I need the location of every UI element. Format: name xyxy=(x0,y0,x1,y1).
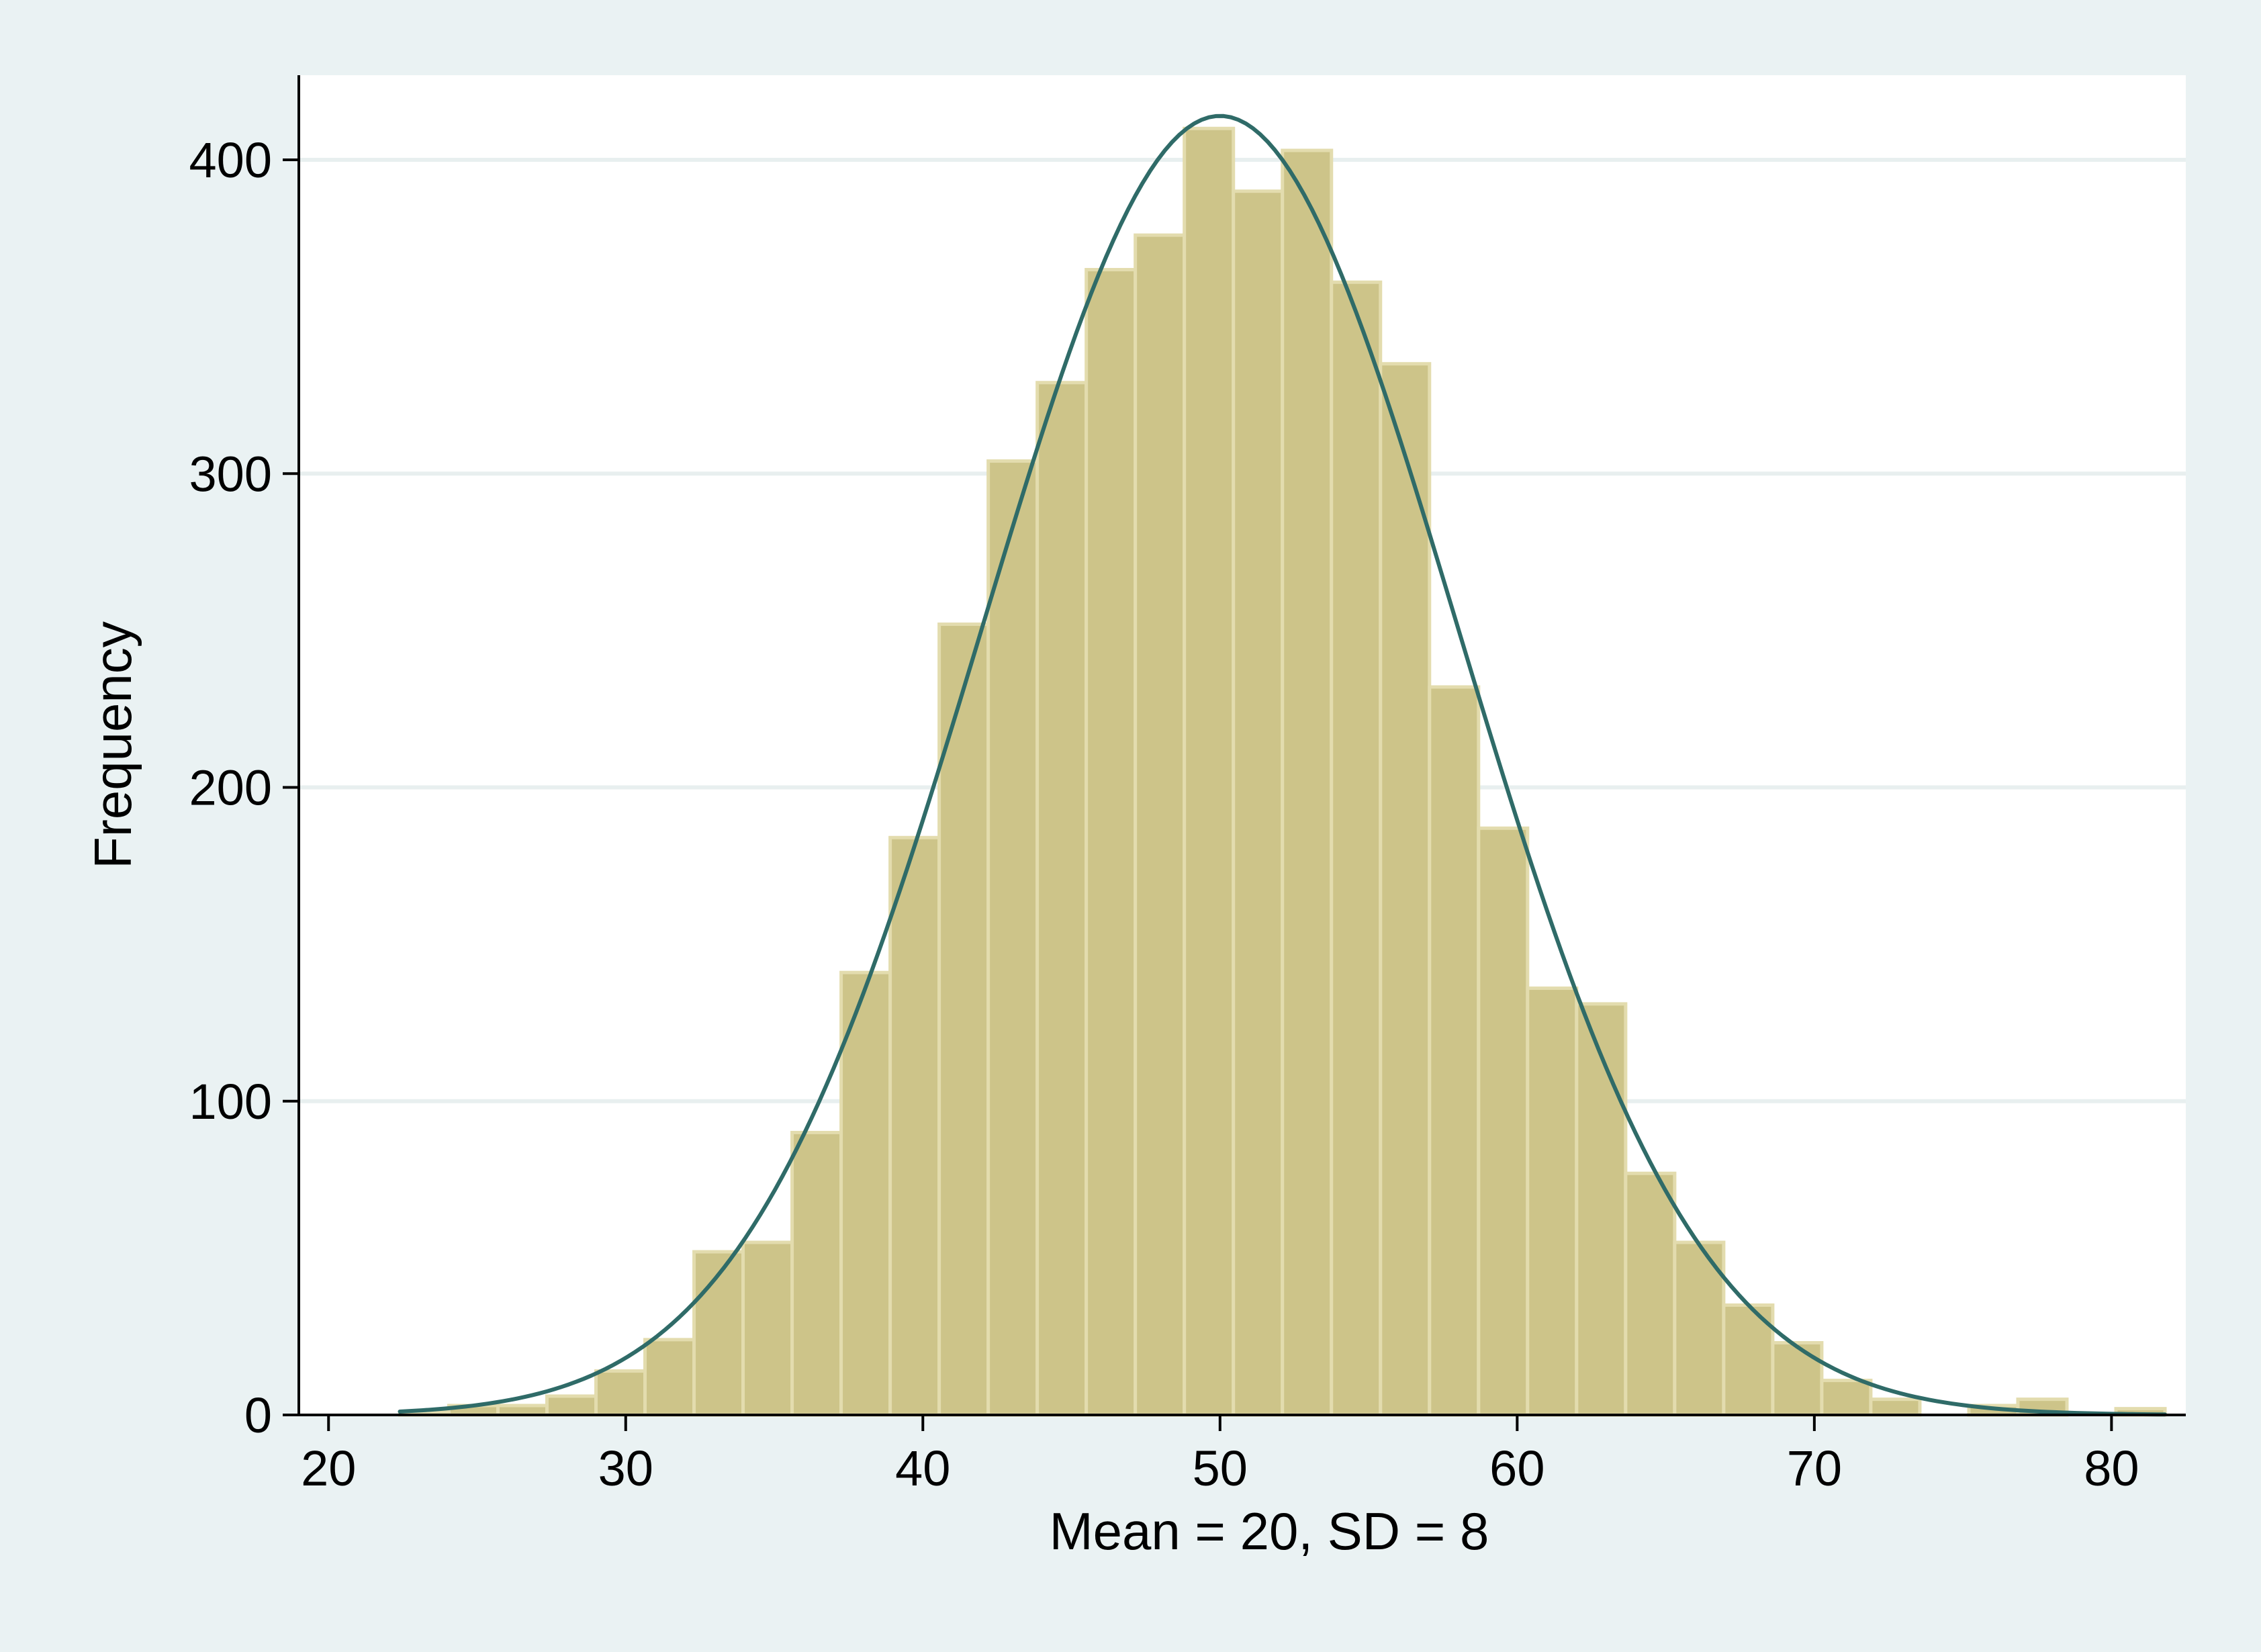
histogram-bar-3 xyxy=(545,1394,598,1417)
histogram-bar-23 xyxy=(1526,986,1579,1417)
normal-density-curve xyxy=(398,113,2168,1417)
normal-curve-layer xyxy=(398,113,2168,1417)
histogram-bar-4 xyxy=(594,1369,647,1417)
histogram-bar-25 xyxy=(1624,1171,1677,1417)
axes xyxy=(283,75,2186,1431)
histogram-bar-26 xyxy=(1673,1240,1726,1417)
histogram-bar-24 xyxy=(1575,1002,1628,1417)
histogram-bar-21 xyxy=(1428,685,1481,1417)
histogram-bar-10 xyxy=(888,835,941,1417)
x-tick-label-50: 50 xyxy=(1193,1440,1248,1496)
histogram-bar-2 xyxy=(496,1404,549,1417)
x-tick-label-60: 60 xyxy=(1489,1440,1544,1496)
histogram-bar-12 xyxy=(986,459,1040,1417)
histogram-bar-13 xyxy=(1035,381,1089,1417)
histogram-bar-8 xyxy=(790,1130,843,1417)
histogram-bar-5 xyxy=(643,1338,696,1417)
y-tick-label-400: 400 xyxy=(189,132,272,188)
histogram-bar-15 xyxy=(1134,233,1187,1417)
y-tick-label-0: 0 xyxy=(244,1387,272,1443)
histogram-bar-30 xyxy=(1869,1397,1922,1417)
y-tick-label-100: 100 xyxy=(189,1074,272,1130)
histogram-bar-22 xyxy=(1477,826,1530,1417)
histogram-bar-28 xyxy=(1771,1341,1824,1417)
histogram-bar-17 xyxy=(1232,189,1285,1417)
y-tick-label-300: 300 xyxy=(189,446,272,502)
histogram-bar-20 xyxy=(1379,362,1432,1417)
tick-labels: 20 30 40 50 60 70 80 0 100 200 300 400 xyxy=(189,132,2139,1496)
x-tick-label-40: 40 xyxy=(895,1440,950,1496)
histogram-bar-16 xyxy=(1183,126,1236,1417)
histogram-bars xyxy=(398,126,2167,1417)
y-tick-label-200: 200 xyxy=(189,760,272,816)
x-tick-label-80: 80 xyxy=(2084,1440,2139,1496)
x-tick-label-20: 20 xyxy=(301,1440,356,1496)
x-tick-label-70: 70 xyxy=(1787,1440,1842,1496)
x-tick-label-30: 30 xyxy=(598,1440,653,1496)
histogram-bar-18 xyxy=(1281,148,1334,1417)
histogram-bar-7 xyxy=(741,1240,794,1417)
x-axis-title: Mean = 20, SD = 8 xyxy=(1050,1502,1489,1561)
y-axis-title: Frequency xyxy=(83,621,142,869)
histogram-bar-9 xyxy=(839,970,892,1417)
histogram-bar-29 xyxy=(1820,1379,1873,1417)
histogram-bar-19 xyxy=(1330,280,1383,1417)
histogram-bar-14 xyxy=(1085,268,1138,1417)
